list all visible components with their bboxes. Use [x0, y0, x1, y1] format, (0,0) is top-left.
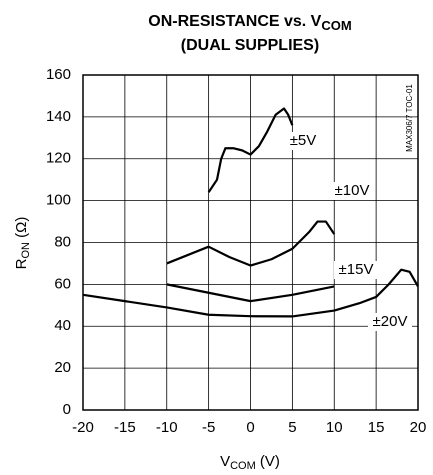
y-tick-label: 80	[54, 233, 71, 250]
x-tick-label: 15	[368, 419, 385, 436]
series-line	[82, 268, 419, 318]
series-label: ±15V	[339, 261, 374, 278]
series-label: ±20V	[373, 313, 408, 330]
x-tick-label: -5	[202, 419, 215, 436]
y-tick-label: 140	[46, 108, 71, 125]
chart-subtitle: (DUAL SUPPLIES)	[181, 37, 319, 54]
y-tick-label: 60	[54, 275, 71, 292]
label-background	[330, 182, 374, 200]
series-label: ±5V	[290, 132, 317, 149]
x-tick-label: -15	[114, 419, 136, 436]
figure-note: MAX306/7 TOC-01	[405, 84, 414, 152]
series-line	[166, 283, 335, 303]
y-tick-label: 120	[46, 150, 71, 167]
series-line	[166, 220, 336, 267]
plot-frame	[82, 74, 419, 411]
label-background	[368, 313, 412, 331]
y-tick-label: 40	[54, 317, 71, 334]
x-axis-label: VCOM (V)	[220, 453, 280, 472]
x-tick-label: -10	[156, 419, 178, 436]
y-tick-label: 160	[46, 66, 71, 83]
x-tick-label: -20	[72, 419, 94, 436]
x-tick-label: 10	[326, 419, 343, 436]
series-label: ±10V	[335, 182, 370, 199]
label-background	[281, 132, 325, 150]
y-tick-label: 20	[54, 359, 71, 376]
x-tick-label: 5	[288, 419, 296, 436]
x-tick-label: 0	[246, 419, 254, 436]
x-tick-label: 20	[410, 419, 427, 436]
label-background	[334, 261, 378, 279]
series-line	[207, 107, 294, 193]
y-axis-label: RON (Ω)	[13, 217, 32, 270]
chart-title: ON-RESISTANCE vs. VCOM	[148, 13, 351, 33]
y-tick-label: 0	[63, 401, 71, 418]
y-tick-label: 100	[46, 192, 71, 209]
